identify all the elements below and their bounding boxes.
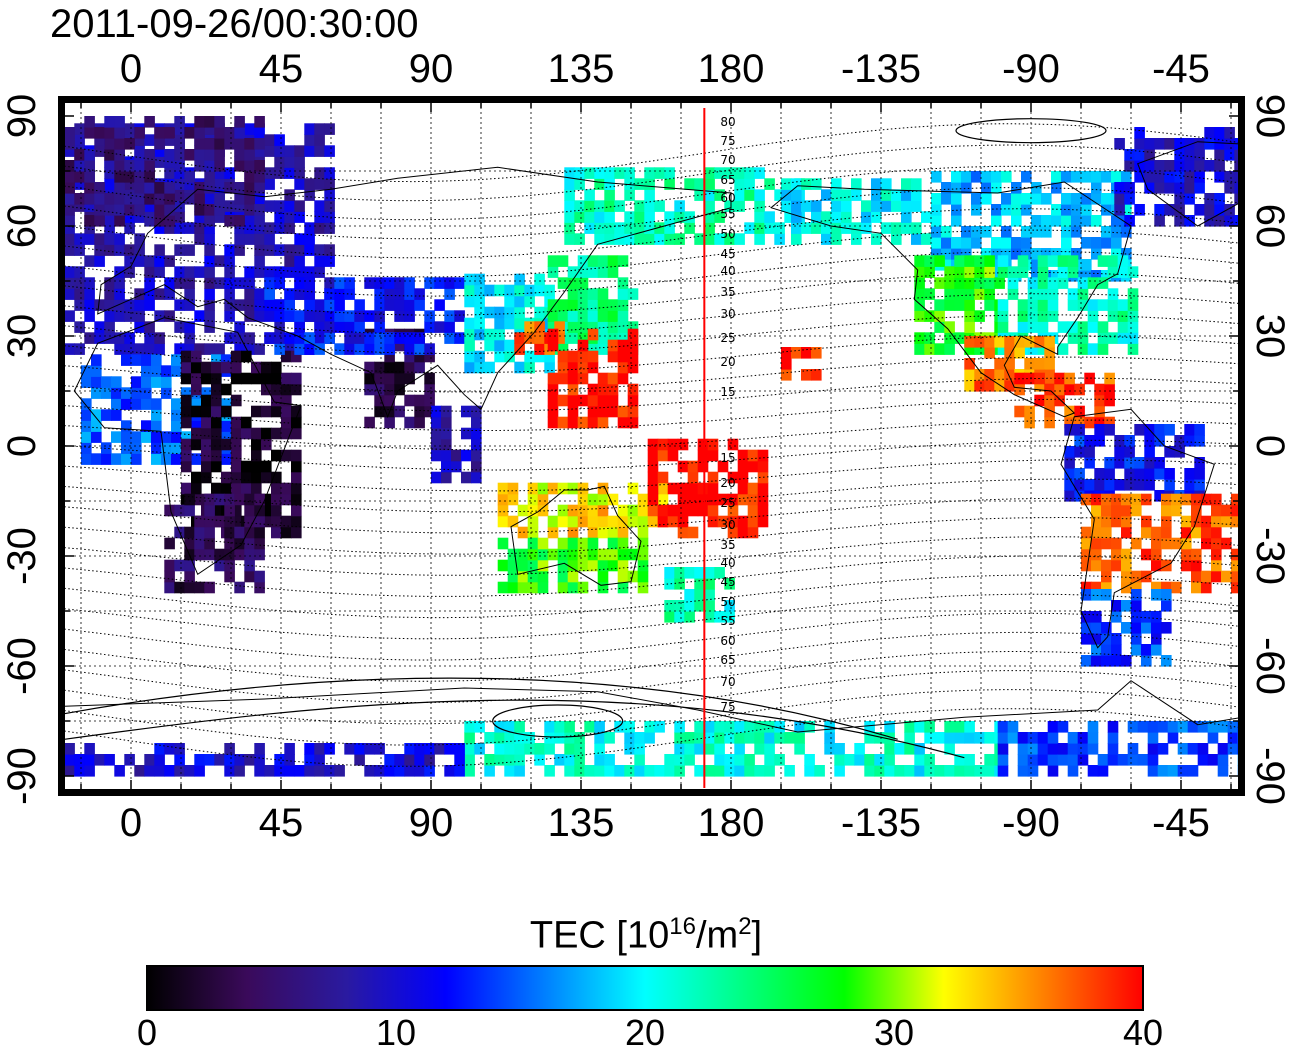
contour-label: 55 — [720, 614, 735, 628]
longitude-tick-label: 180 — [697, 47, 765, 91]
tec-region-patagonia — [1081, 589, 1172, 667]
contour-label: 50 — [720, 227, 735, 241]
tec-region-siberia-pacific — [564, 167, 805, 245]
contour-label: 75 — [720, 700, 735, 714]
tec-region-central-africa — [181, 350, 302, 539]
colorbar — [146, 965, 1144, 1011]
longitude-tick-label: -135 — [840, 801, 922, 845]
colorbar-tick-label: 40 — [1122, 1012, 1164, 1053]
tec-region-antarctica-pacific — [464, 721, 1005, 777]
contour-label: 60 — [720, 191, 735, 205]
longitude-tick-label: 0 — [119, 801, 143, 845]
tec-region-south-america-north — [1064, 424, 1205, 502]
longitude-tick-label: -45 — [1152, 47, 1210, 91]
contour-label: 25 — [720, 331, 735, 345]
tec-data-layer — [64, 116, 1239, 777]
contour-label: 40 — [720, 264, 735, 278]
map-grid — [64, 102, 1239, 790]
colorbar-title: TEC [1016/m2] — [529, 913, 763, 957]
coast-antarctica — [64, 680, 1239, 733]
contour-label: 55 — [720, 207, 735, 221]
longitude-tick-label: 135 — [547, 801, 615, 845]
contour-label: 70 — [720, 675, 735, 689]
tec-region-greenland — [1114, 127, 1239, 227]
longitude-tick-label: 90 — [408, 47, 454, 91]
longitude-tick-label: 180 — [697, 801, 765, 845]
tec-region-australia-north — [497, 482, 669, 539]
contour-label: 45 — [720, 247, 735, 261]
timestamp-title: 2011-09-26/00:30:00 — [50, 2, 419, 46]
contour-label: 60 — [720, 634, 735, 648]
tec-region-caribbean — [1014, 372, 1115, 429]
tec-region-antarctica-indian — [64, 743, 465, 777]
tec-region-new-zealand — [664, 567, 735, 623]
tec-region-arctic-russia — [64, 116, 265, 227]
longitude-tick-label: -45 — [1152, 801, 1210, 845]
longitude-tick-label: 90 — [408, 801, 454, 845]
longitude-tick-label: 45 — [258, 47, 304, 91]
coast-greenland — [1137, 141, 1239, 227]
coast-n-america — [769, 181, 1132, 418]
contour-label: 35 — [720, 538, 735, 552]
contour-label: 35 — [720, 285, 735, 299]
tec-region-southern-africa — [164, 493, 265, 594]
contour-label: 15 — [720, 451, 735, 465]
coast-australia — [510, 485, 642, 586]
tec-region-antarctica-atlantic — [997, 721, 1239, 777]
colorbar-tick-label: 10 — [375, 1012, 417, 1053]
contour-label: 30 — [720, 307, 735, 321]
contour-label: 25 — [720, 496, 735, 510]
tec-region-hawaii — [781, 347, 822, 381]
contour-label: 20 — [720, 476, 735, 490]
coast-eurasia — [97, 166, 732, 419]
contour-label: 80 — [720, 115, 735, 129]
tec-region-australia-south — [497, 537, 649, 594]
contour-label: 70 — [720, 153, 735, 167]
colorbar-tick-label: 0 — [136, 1012, 158, 1053]
tec-region-middle-east — [264, 277, 465, 355]
longitude-tick-label: 45 — [258, 801, 304, 845]
contour-label: 50 — [720, 595, 735, 609]
contour-label: 75 — [720, 134, 735, 148]
longitude-tick-label: -90 — [1002, 47, 1060, 91]
tec-region-alaska — [781, 178, 932, 245]
colorbar-tick-label: 20 — [624, 1012, 666, 1053]
tec-region-southwest-pacific — [647, 438, 769, 539]
contour-label: 30 — [720, 518, 735, 532]
frame-tick-marks — [58, 96, 1245, 976]
contour-label: 15 — [720, 385, 735, 399]
tec-region-south-america-anomaly — [1081, 493, 1239, 594]
contour-label: 40 — [720, 556, 735, 570]
longitude-tick-label: 0 — [119, 47, 143, 91]
colorbar-tick-label: 30 — [873, 1012, 915, 1053]
longitude-tick-label: -90 — [1002, 801, 1060, 845]
contour-label: 20 — [720, 355, 735, 369]
contour-label: 45 — [720, 575, 735, 589]
contour-labels: 80 75 70 65 60 55 50 45 40 35 30 25 20 15 15 20 25 30 35 40… — [720, 115, 735, 714]
tec-region-west-pacific-hot — [547, 328, 639, 429]
longitude-tick-label: -135 — [840, 47, 922, 91]
contour-label: 65 — [720, 173, 735, 187]
contour-label: 65 — [720, 653, 735, 667]
tec-region-sumatra — [431, 405, 482, 484]
longitude-tick-label: 135 — [547, 47, 615, 91]
